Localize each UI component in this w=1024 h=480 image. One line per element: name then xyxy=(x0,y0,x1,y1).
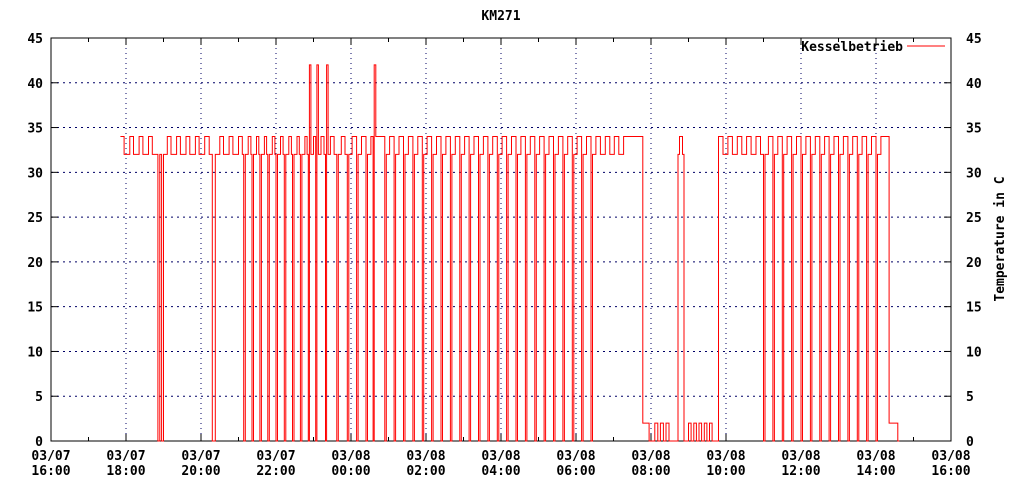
y-tick-label-right: 5 xyxy=(966,390,974,405)
x-tick-label-time: 08:00 xyxy=(631,464,670,479)
x-tick-label-time: 12:00 xyxy=(781,464,820,479)
x-tick-label-date: 03/08 xyxy=(331,449,370,464)
y-tick-label-right: 10 xyxy=(966,345,982,360)
y-tick-label-left: 5 xyxy=(35,390,43,405)
y-axis-right-tick-labels: 0 5 10 15 20 25 30 35 40 45 xyxy=(966,32,982,450)
x-tick-label-date: 03/08 xyxy=(481,449,520,464)
y-tick-label-right: 35 xyxy=(966,122,982,137)
y-tick-label-left: 10 xyxy=(27,345,43,360)
legend-label-kesselbetrieb: Kesselbetrieb xyxy=(801,40,903,55)
x-tick-label-time: 16:00 xyxy=(931,464,970,479)
x-tick-label-time: 22:00 xyxy=(256,464,295,479)
x-tick-label-date: 03/07 xyxy=(106,449,145,464)
y-tick-label-left: 25 xyxy=(27,211,43,226)
y-tick-label-left: 0 xyxy=(35,435,43,450)
y-tick-label-left: 40 xyxy=(27,77,43,92)
x-tick-label-date: 03/07 xyxy=(31,449,70,464)
y-tick-label-right: 15 xyxy=(966,301,982,316)
y-tick-label-right: 25 xyxy=(966,211,982,226)
y-tick-label-left: 35 xyxy=(27,122,43,137)
y-tick-label-right: 45 xyxy=(966,32,982,47)
kesselbetrieb-series-line xyxy=(120,64,900,442)
x-tick-label-time: 14:00 xyxy=(856,464,895,479)
x-tick-label-date: 03/08 xyxy=(406,449,445,464)
x-tick-label-date: 03/08 xyxy=(781,449,820,464)
y-tick-label-left: 15 xyxy=(27,301,43,316)
y-tick-label-right: 40 xyxy=(966,77,982,92)
x-axis-tick-labels: 03/0716:0003/0718:0003/0720:0003/0722:00… xyxy=(31,449,970,479)
grid-lines xyxy=(51,38,951,441)
x-tick-label-time: 04:00 xyxy=(481,464,520,479)
x-tick-label-date: 03/07 xyxy=(181,449,220,464)
x-tick-label-date: 03/08 xyxy=(706,449,745,464)
x-tick-label-date: 03/08 xyxy=(856,449,895,464)
x-tick-label-time: 06:00 xyxy=(556,464,595,479)
y-tick-label-left: 20 xyxy=(27,256,43,271)
x-tick-label-time: 10:00 xyxy=(706,464,745,479)
right-axis-title: Temperature in C xyxy=(993,176,1008,301)
y-tick-label-right: 30 xyxy=(966,166,982,181)
x-tick-label-time: 20:00 xyxy=(181,464,220,479)
y-tick-label-left: 45 xyxy=(27,32,43,47)
y-tick-label-right: 0 xyxy=(966,435,974,450)
y-tick-label-right: 20 xyxy=(966,256,982,271)
x-tick-label-time: 18:00 xyxy=(106,464,145,479)
axis-ticks xyxy=(50,37,952,442)
x-tick-label-date: 03/08 xyxy=(556,449,595,464)
chart-title: KM271 xyxy=(481,9,520,24)
x-tick-label-date: 03/08 xyxy=(631,449,670,464)
x-tick-label-time: 16:00 xyxy=(31,464,70,479)
x-tick-label-date: 03/07 xyxy=(256,449,295,464)
x-tick-label-time: 02:00 xyxy=(406,464,445,479)
y-axis-left-tick-labels: 0 5 10 15 20 25 30 35 40 45 xyxy=(27,32,43,450)
x-tick-label-date: 03/08 xyxy=(931,449,970,464)
x-tick-label-time: 00:00 xyxy=(331,464,370,479)
y-tick-label-left: 30 xyxy=(27,166,43,181)
